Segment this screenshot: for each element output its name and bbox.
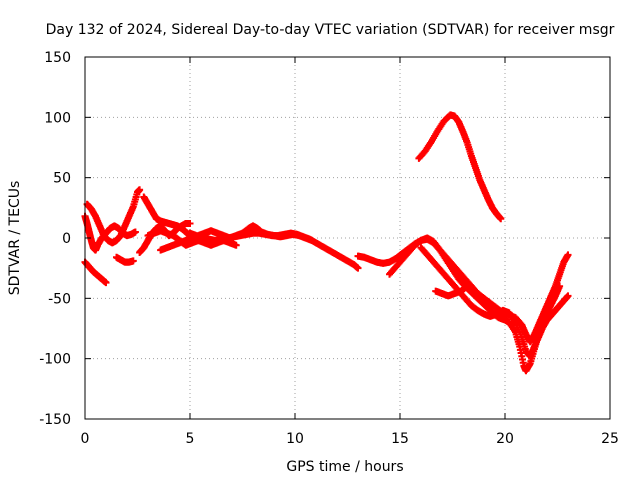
series-arc-9: [186, 229, 362, 272]
data-point: [564, 251, 572, 259]
data-point: [186, 220, 194, 228]
y-tick-label: 150: [44, 50, 71, 66]
series-arc-3: [83, 186, 144, 247]
chart-title: Day 132 of 2024, Sidereal Day-to-day VTE…: [46, 22, 615, 38]
series-arc-13: [432, 282, 509, 324]
x-tick-label: 10: [286, 431, 304, 447]
y-tick-label: -150: [39, 412, 71, 428]
data-point: [497, 215, 505, 223]
y-tick-label: 100: [44, 110, 71, 126]
x-axis-label: GPS time / hours: [286, 459, 403, 475]
y-axis-label: SDTVAR / TECUs: [7, 181, 23, 296]
data-points: [81, 111, 572, 375]
data-point: [136, 186, 144, 194]
series-arc-4: [113, 253, 137, 266]
data-point: [102, 279, 110, 287]
x-tick-label: 25: [601, 431, 619, 447]
series-arc-1: [81, 258, 110, 287]
x-tick-label: 5: [186, 431, 195, 447]
y-tick-label: -50: [48, 291, 71, 307]
y-tick-label: -100: [39, 352, 71, 368]
data-point: [129, 257, 137, 265]
y-tick-label: 50: [53, 171, 71, 187]
data-point: [564, 292, 572, 300]
axis-ticks: 0 5 10 15 20 25 -150 -100 -50 0 50 100 150: [39, 50, 619, 447]
x-tick-label: 20: [496, 431, 514, 447]
x-tick-label: 0: [81, 431, 90, 447]
data-point: [232, 241, 240, 249]
x-tick-label: 15: [391, 431, 409, 447]
series-arc-14: [415, 111, 505, 223]
data-point: [501, 316, 509, 324]
series-arc-12: [417, 244, 572, 360]
y-tick-label: 0: [62, 231, 71, 247]
data-point: [131, 228, 139, 236]
data-point: [354, 264, 362, 272]
